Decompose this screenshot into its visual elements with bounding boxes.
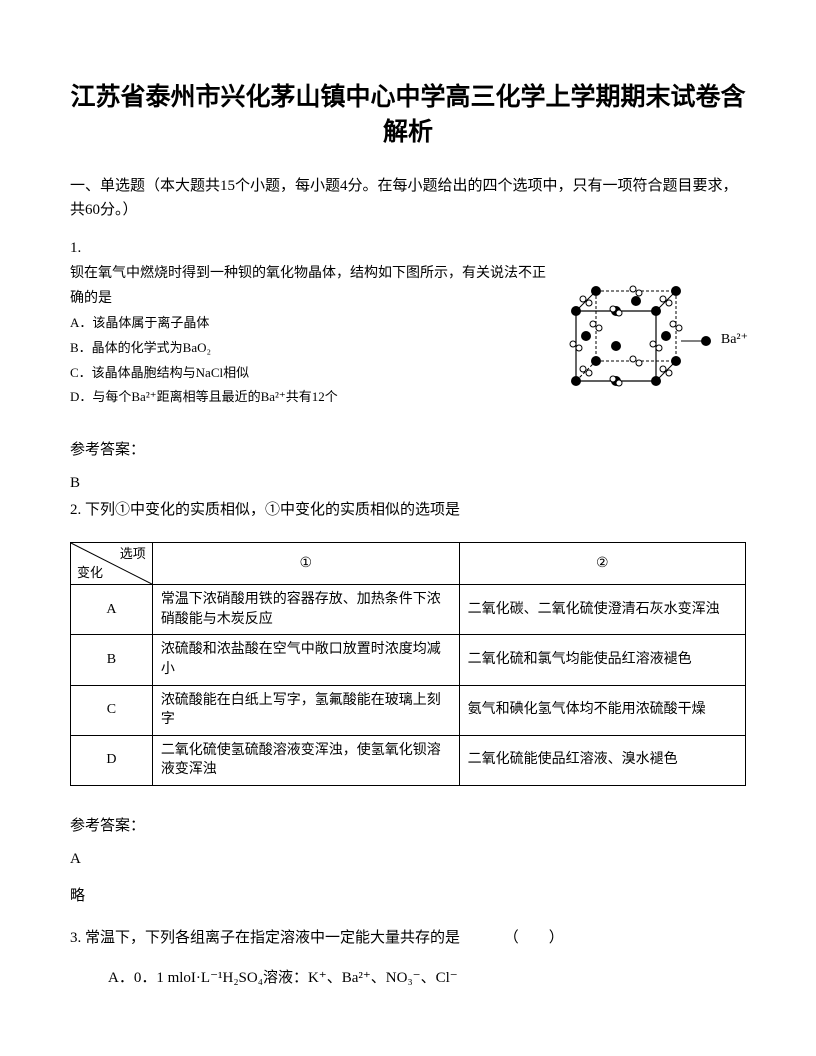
q2-table: 选项 变化 ① ② A 常温下浓硝酸用铁的容器存放、加热条件下浓硝酸能与木炭反应… — [70, 542, 746, 786]
row-option: C — [71, 685, 153, 735]
section-header: 一、单选题（本大题共15个小题，每小题4分。在每小题给出的四个选项中，只有一项符… — [70, 174, 746, 222]
diag-bottom-label: 变化 — [77, 564, 103, 582]
row-option: B — [71, 635, 153, 685]
table-row: C 浓硫酸能在白纸上写字，氢氟酸能在玻璃上刻字 氨气和碘化氢气体均不能用浓硫酸干… — [71, 685, 746, 735]
row-cell: 二氧化硫能使品红溶液、溴水褪色 — [459, 735, 745, 785]
row-cell: 氨气和碘化氢气体均不能用浓硫酸干燥 — [459, 685, 745, 735]
row-cell: 浓硫酸能在白纸上写字，氢氟酸能在玻璃上刻字 — [152, 685, 459, 735]
crystal-structure-diagram: Ba²⁺ — [566, 281, 746, 391]
row-option: D — [71, 735, 153, 785]
q3-stem: 3. 常温下，下列各组离子在指定溶液中一定能大量共存的是 （ ） — [70, 925, 746, 952]
q3-blank: （ ） — [504, 930, 564, 946]
row-cell: 二氧化硫和氯气均能使品红溶液褪色 — [459, 635, 745, 685]
q1-container: 钡在氧气中燃烧时得到一种钡的氧化物晶体，结构如下图所示，有关说法不正确的是 A．… — [70, 261, 746, 410]
q2-brief: 略 — [70, 884, 746, 905]
q1-answer: B — [70, 475, 746, 492]
row-cell: 浓硫酸和浓盐酸在空气中敞口放置时浓度均减小 — [152, 635, 459, 685]
row-cell: 常温下浓硝酸用铁的容器存放、加热条件下浓硝酸能与木炭反应 — [152, 585, 459, 635]
table-row: B 浓硫酸和浓盐酸在空气中敞口放置时浓度均减小 二氧化硫和氯气均能使品红溶液褪色 — [71, 635, 746, 685]
q2-answer: A — [70, 851, 746, 868]
table-row: D 二氧化硫使氢硫酸溶液变浑浊，使氢氧化钡溶液变浑浊 二氧化硫能使品红溶液、溴水… — [71, 735, 746, 785]
ion-label: Ba²⁺ — [721, 331, 748, 348]
col2-header: ② — [459, 543, 745, 585]
q3-container: 3. 常温下，下列各组离子在指定溶液中一定能大量共存的是 （ ） A．0．1 m… — [70, 925, 746, 987]
row-cell: 二氧化硫使氢硫酸溶液变浑浊，使氢氧化钡溶液变浑浊 — [152, 735, 459, 785]
q1-answer-label: 参考答案： — [70, 438, 746, 459]
table-row: A 常温下浓硝酸用铁的容器存放、加热条件下浓硝酸能与木炭反应 二氧化碳、二氧化硫… — [71, 585, 746, 635]
page-title: 江苏省泰州市兴化茅山镇中心中学高三化学上学期期末试卷含解析 — [70, 80, 746, 150]
q1-stem: 钡在氧气中燃烧时得到一种钡的氧化物晶体，结构如下图所示，有关说法不正确的是 — [70, 261, 550, 311]
row-cell: 二氧化碳、二氧化硫使澄清石灰水变浑浊 — [459, 585, 745, 635]
q2-answer-label: 参考答案： — [70, 814, 746, 835]
table-diag-header: 选项 变化 — [71, 543, 153, 585]
row-option: A — [71, 585, 153, 635]
q1-number: 1. — [70, 240, 746, 257]
col1-header: ① — [152, 543, 459, 585]
q2-stem: 2. 下列①中变化的实质相似，①中变化的实质相似的选项是 — [70, 498, 746, 522]
q3-stem-text: 3. 常温下，下列各组离子在指定溶液中一定能大量共存的是 — [70, 930, 460, 946]
q3-option-a: A．0．1 mloI·L⁻¹H₂SO₄溶液：K⁺、Ba²⁺、NO₃⁻、Cl⁻ — [70, 966, 746, 987]
diag-top-label: 选项 — [120, 545, 146, 563]
